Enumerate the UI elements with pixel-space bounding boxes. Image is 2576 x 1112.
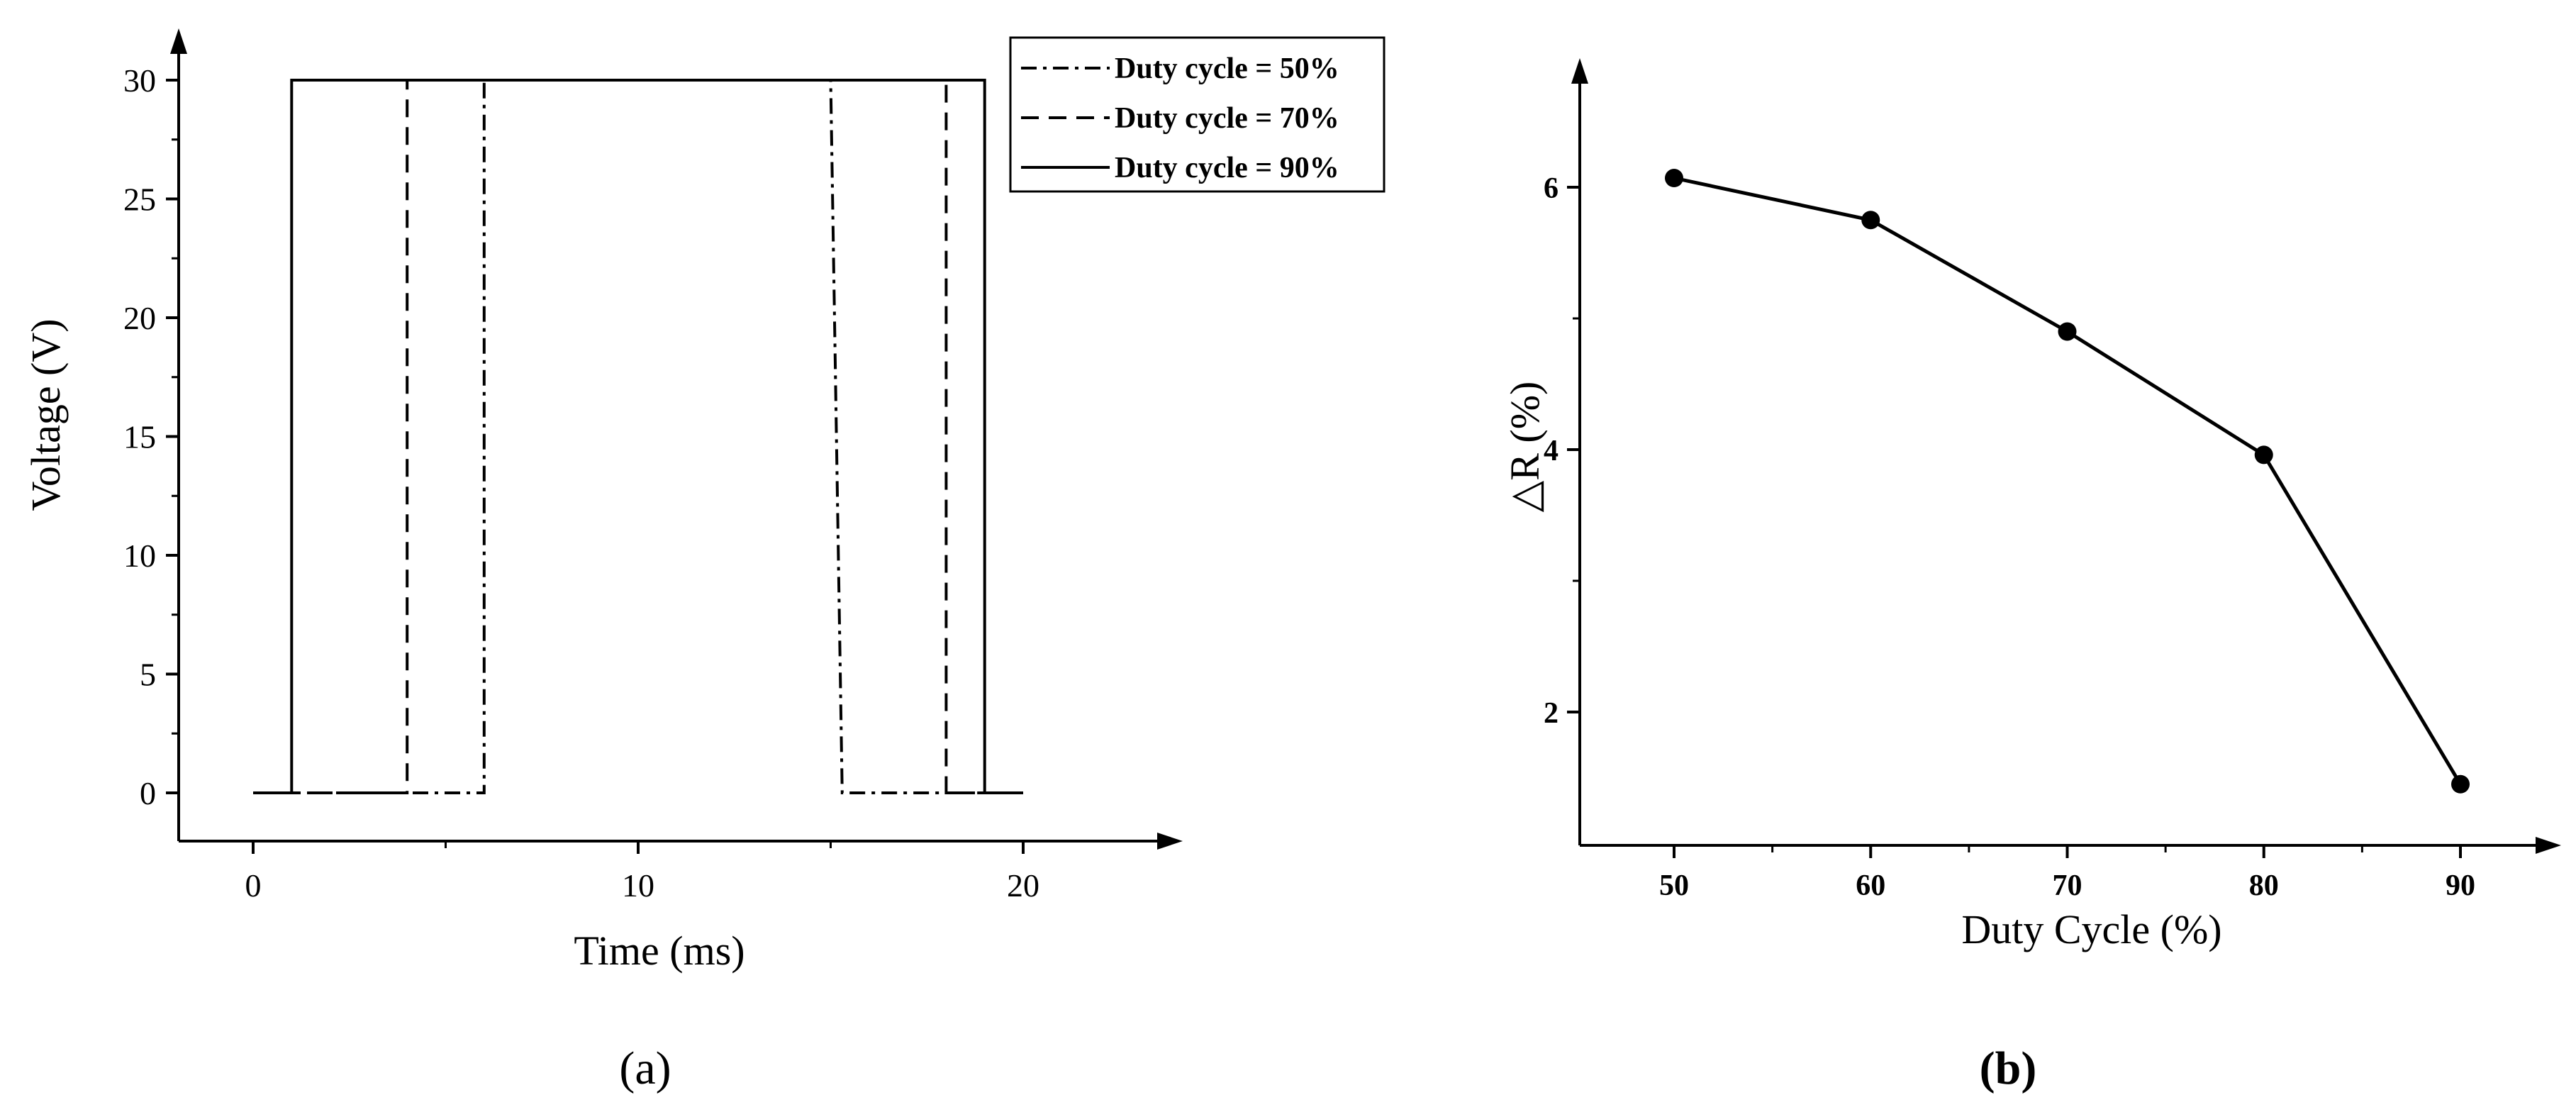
x-tick-label: 90 [2446, 869, 2475, 902]
panel-a-label: (a) [619, 1042, 671, 1094]
y-tick-label: 15 [123, 419, 156, 455]
series-line [1673, 176, 2463, 786]
x-tick-label: 50 [1659, 869, 1689, 902]
x-tick-label: 80 [2249, 869, 2279, 902]
y-tick-label: 0 [140, 775, 156, 811]
data-point [2451, 774, 2470, 794]
x-tick-label: 10 [622, 867, 654, 903]
resistance-chart-y-arrow [1571, 58, 1588, 84]
y-tick-label: 2 [1544, 697, 1559, 730]
y-tick-label: 30 [123, 62, 156, 99]
data-point [2254, 445, 2273, 465]
voltage-chart-x-label: Time (ms) [574, 928, 745, 974]
y-tick-label: 5 [140, 657, 156, 693]
y-tick-label: 20 [123, 300, 156, 336]
series-line [253, 79, 1023, 794]
legend-box [1009, 36, 1385, 193]
voltage-chart-x-arrow [1157, 833, 1183, 850]
legend-label-50: Duty cycle = 50% [1115, 52, 1339, 85]
series-line [253, 79, 1023, 794]
y-tick-label: 25 [123, 182, 156, 218]
x-tick-label: 70 [2053, 869, 2082, 902]
x-tick-label: 60 [1856, 869, 1885, 902]
data-point [2058, 322, 2077, 341]
resistance-chart-y-label: △R (%) [1502, 382, 1548, 513]
voltage-chart-y-arrow [170, 28, 187, 54]
legend-label-70: Duty cycle = 70% [1115, 102, 1339, 135]
resistance-chart-ticks: 50 60 70 80 90 2 4 6 [1544, 172, 2475, 902]
y-tick-label: 10 [123, 538, 156, 574]
y-tick-label: 4 [1544, 435, 1559, 467]
panel-b-label: (b) [1980, 1042, 2037, 1094]
data-point [1665, 169, 1683, 188]
x-tick-label: 0 [245, 867, 262, 903]
resistance-chart-x-label: Duty Cycle (%) [1961, 906, 2221, 952]
series-line [253, 79, 1023, 794]
data-point [1861, 211, 1880, 230]
legend-label-90: Duty cycle = 90% [1115, 152, 1339, 184]
voltage-chart-y-label: Voltage (V) [23, 318, 69, 511]
x-tick-label: 20 [1007, 867, 1039, 903]
y-tick-label: 6 [1544, 172, 1559, 205]
voltage-chart-legend: Duty cycle = 50% Duty cycle = 70% Duty c… [1009, 36, 1385, 193]
resistance-chart-series [1665, 169, 2470, 794]
voltage-chart-ticks: 0 10 20 0 5 10 15 20 25 30 [123, 62, 1039, 903]
voltage-chart-series [253, 79, 1023, 794]
resistance-chart-x-arrow [2536, 837, 2561, 854]
resistance-chart: 50 60 70 80 90 2 4 6 Duty Cycle (%) △R (%) (b) [1502, 58, 2561, 1094]
